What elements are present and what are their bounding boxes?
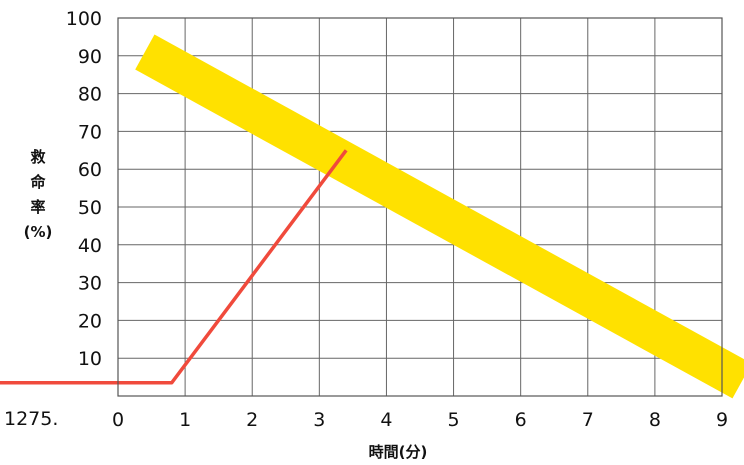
- y-axis-label-part: (%): [24, 223, 53, 241]
- x-tick-label: 3: [313, 409, 325, 431]
- y-tick-label: 90: [78, 46, 102, 68]
- series-layer: [0, 149, 348, 385]
- extra-x-label: 1275.: [4, 408, 58, 430]
- y-tick-labels: 10 20 30 40 50 60 70 80 90 100: [66, 8, 102, 370]
- y-tick-label: 50: [78, 197, 102, 219]
- x-tick-label: 9: [716, 409, 728, 431]
- y-tick-label: 10: [78, 348, 102, 370]
- x-tick-labels: 0 1 2 3 4 5 6 7 8 9: [112, 409, 728, 431]
- y-tick-label: 20: [78, 310, 102, 332]
- bands-layer: [135, 34, 744, 399]
- series-line: [0, 149, 348, 385]
- plot-border: [117, 17, 723, 397]
- y-axis-label-part: 命: [29, 173, 46, 191]
- y-tick-label: 70: [78, 121, 102, 143]
- y-axis-label-part: 救: [30, 148, 45, 166]
- x-tick-label: 5: [448, 409, 460, 431]
- y-tick-label: 40: [78, 235, 102, 257]
- plot-frame: [117, 17, 723, 397]
- y-tick-label: 30: [78, 273, 102, 295]
- survival-band: [135, 34, 744, 399]
- x-tick-label: 4: [380, 409, 392, 431]
- y-axis-label-part: 率: [30, 198, 45, 216]
- x-tick-label: 0: [112, 409, 124, 431]
- x-tick-label: 7: [582, 409, 594, 431]
- x-tick-label: 2: [246, 409, 258, 431]
- y-tick-label: 80: [78, 84, 102, 106]
- y-axis-label: 救命率 (%): [24, 148, 53, 241]
- y-tick-label: 60: [78, 159, 102, 181]
- x-tick-label: 6: [515, 409, 527, 431]
- x-axis-label: 時間(分): [369, 443, 428, 461]
- x-tick-label: 1: [179, 409, 191, 431]
- x-tick-label: 8: [649, 409, 661, 431]
- y-tick-label: 100: [66, 8, 102, 30]
